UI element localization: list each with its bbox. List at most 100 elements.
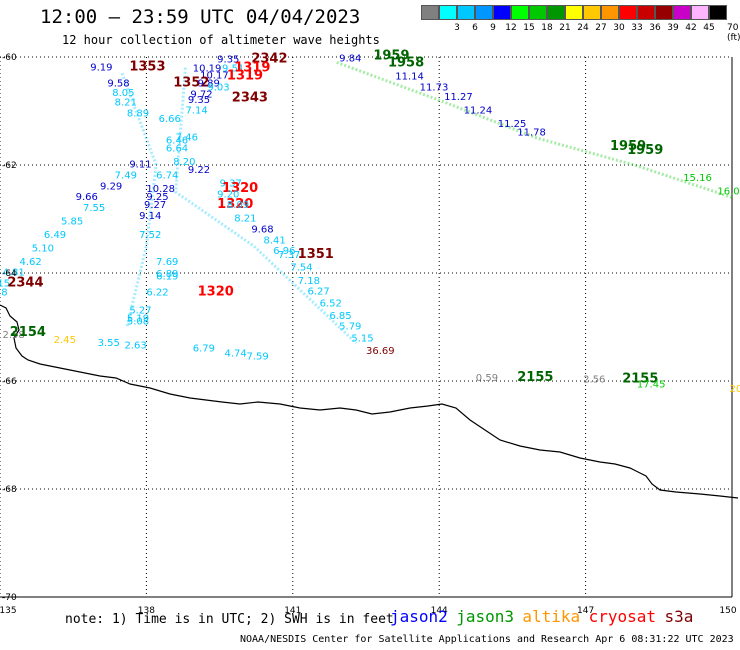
swh-label: 7.69 xyxy=(156,257,178,268)
legend-swatch xyxy=(547,5,565,20)
swh-label: 9.37 xyxy=(220,179,242,190)
legend-label: 3 xyxy=(454,23,460,33)
swh-label: 6.52 xyxy=(320,298,342,309)
satellite-track xyxy=(120,72,158,328)
lat-tick-label: -70 xyxy=(2,593,17,603)
swh-label: 15.16 xyxy=(683,173,712,184)
swh-label: 5.27 xyxy=(129,306,151,317)
pass-time-label: 1320 xyxy=(222,181,258,196)
legend-label: 24 xyxy=(577,23,589,33)
swh-label: 10.17 xyxy=(200,71,229,82)
pass-time-label: 2154 xyxy=(10,325,46,340)
legend-label: 33 xyxy=(631,23,643,33)
legend-label: 45 xyxy=(703,23,715,33)
swh-label: 2.58 xyxy=(2,330,24,341)
swh-label: 9.19 xyxy=(90,63,112,74)
swh-label: 8.89 xyxy=(127,108,149,119)
swh-label: 8.21 xyxy=(234,214,256,225)
swh-label: 2.63 xyxy=(124,341,146,352)
legend-label: 30 xyxy=(613,23,625,33)
swh-label: 7.37 xyxy=(278,250,300,261)
swh-label: 5.79 xyxy=(339,322,361,333)
legend-swatch xyxy=(439,5,457,20)
grid-lines xyxy=(0,56,733,598)
swh-label: 5.10 xyxy=(32,243,54,254)
pass-time-label: 1959 xyxy=(610,139,646,154)
swh-label: 6.22 xyxy=(146,288,168,299)
legend-swatch xyxy=(637,5,655,20)
swh-label: 11.78 xyxy=(517,127,546,138)
pass-time-label: 1320 xyxy=(217,197,253,212)
legend-swatch xyxy=(709,5,727,20)
legend-swatch xyxy=(583,5,601,20)
lon-tick-label: 150 xyxy=(719,606,736,616)
swh-label: 6.74 xyxy=(156,171,178,182)
map-subtitle: 12 hour collection of altimeter wave hei… xyxy=(62,33,380,47)
swh-label: 10.28 xyxy=(146,184,175,195)
lat-tick-label: -64 xyxy=(2,269,17,279)
swh-label: 6.46 xyxy=(166,135,188,146)
legend-swatch xyxy=(511,5,529,20)
pass-time-label: 1959 xyxy=(373,49,409,64)
swh-label: 9.27 xyxy=(144,200,166,211)
swh-label: 11.24 xyxy=(464,106,493,117)
swh-label: 5.85 xyxy=(61,216,83,227)
swh-label: 11.27 xyxy=(444,92,473,103)
satellite-name: jason3 xyxy=(456,607,514,626)
legend-swatch xyxy=(655,5,673,20)
swh-label: 7.46 xyxy=(176,133,198,144)
swh-label: 2.56 xyxy=(583,375,605,386)
legend-label: 12 xyxy=(505,23,517,33)
swh-label: 9.72 xyxy=(190,90,212,101)
swh-label: 6.66 xyxy=(159,114,181,125)
swh-label: 9.25 xyxy=(146,192,168,203)
legend-label: 9 xyxy=(490,23,496,33)
swh-label: 4.74 xyxy=(224,349,246,360)
pass-time-label: 1351 xyxy=(298,247,334,262)
legend-swatch xyxy=(619,5,637,20)
lat-tick-label: -62 xyxy=(2,161,17,171)
lat-tick-label: -68 xyxy=(2,485,17,495)
swh-label: 9.84 xyxy=(339,53,361,64)
swh-label: 3.55 xyxy=(98,338,120,349)
swh-label: 4.81 xyxy=(2,268,24,279)
lon-tick-label: 138 xyxy=(138,606,155,616)
swh-label: 7.59 xyxy=(246,351,268,362)
legend-label: 18 xyxy=(541,23,553,33)
swh-label: 9.11 xyxy=(129,160,151,171)
legend-swatch xyxy=(457,5,475,20)
legend-label: 39 xyxy=(667,23,679,33)
lon-tick-label: 144 xyxy=(431,606,448,616)
swh-label: 9.58 xyxy=(107,79,129,90)
antarctic-coastline xyxy=(0,304,739,499)
swh-label: 20.3 xyxy=(730,384,740,395)
pass-time-label: 1320 xyxy=(198,285,234,300)
swh-label: 8.41 xyxy=(264,235,286,246)
legend-label: 36 xyxy=(649,23,661,33)
swh-label: 4.15 xyxy=(0,279,10,290)
swh-label: 17.45 xyxy=(637,379,666,390)
axis-tick-labels: 135 138 141 144 147 150 -60 -62 -64 -66 -68 -70 xyxy=(0,53,737,616)
swh-label: 9.68 xyxy=(251,225,273,236)
swh-label: 8.21 xyxy=(115,98,137,109)
pass-time-label: 1353 xyxy=(129,60,165,75)
legend-label: 21 xyxy=(559,23,571,33)
legend-swatch xyxy=(529,5,547,20)
swh-label: 7.52 xyxy=(139,230,161,241)
swh-label: 6.19 xyxy=(156,271,178,282)
satellite-tracks xyxy=(120,60,733,345)
swh-label: 7.49 xyxy=(115,171,137,182)
legend-swatch xyxy=(691,5,709,20)
swh-label: 16.09 xyxy=(717,187,740,198)
legend-label: 27 xyxy=(595,23,607,33)
satellite-name: jason2 xyxy=(390,607,448,626)
legend-label: 15 xyxy=(523,23,535,33)
swh-label: 8.05 xyxy=(112,88,134,99)
pass-time-label: 2344 xyxy=(7,276,43,291)
legend-swatch xyxy=(673,5,691,20)
swh-label: 0.59 xyxy=(476,373,498,384)
pass-time-label: 2155 xyxy=(622,372,658,387)
swh-label: 6.79 xyxy=(193,343,215,354)
lon-tick-label: 141 xyxy=(284,606,301,616)
